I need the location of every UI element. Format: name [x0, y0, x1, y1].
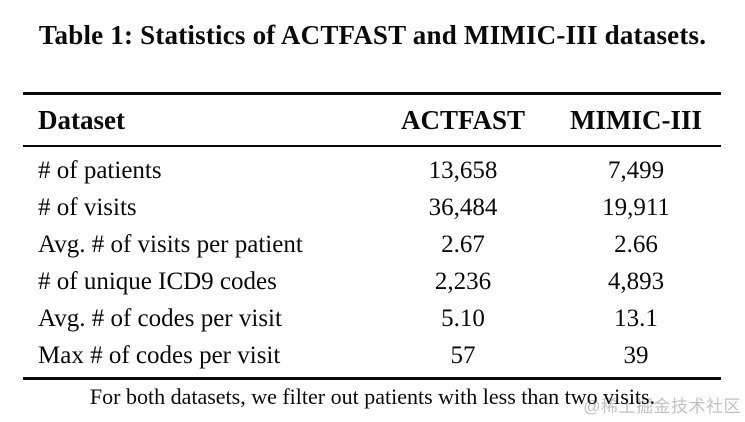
cell-mimic: 2.66	[614, 230, 658, 258]
cell-actfast: 2.67	[441, 230, 485, 258]
cell-actfast: 5.10	[441, 304, 485, 332]
table-row: # of visits 36,484 19,911	[23, 189, 721, 226]
header-dataset: Dataset	[38, 104, 125, 135]
table-header-row: Dataset ACTFAST MIMIC-III	[23, 95, 721, 145]
table-row: # of patients 13,658 7,499	[23, 152, 721, 189]
header-mimic-iii: MIMIC-III	[570, 104, 702, 135]
watermark: @稀土掘金技术社区	[583, 397, 741, 416]
cell-actfast: 36,484	[428, 193, 498, 221]
cell-mimic: 4,893	[607, 267, 665, 295]
row-label: # of visits	[38, 193, 137, 221]
row-label: # of unique ICD9 codes	[38, 267, 277, 295]
cell-actfast: 13,658	[428, 156, 498, 184]
cell-mimic: 39	[623, 341, 649, 369]
row-label: # of patients	[38, 156, 162, 184]
table-row: Max # of codes per visit 57 39	[23, 337, 721, 374]
table-row: Avg. # of codes per visit 5.10 13.1	[23, 300, 721, 337]
row-label: Max # of codes per visit	[38, 341, 281, 369]
cell-actfast: 2,236	[434, 267, 492, 295]
cell-actfast: 57	[450, 341, 476, 369]
row-label: Avg. # of codes per visit	[38, 304, 282, 332]
table-row: Avg. # of visits per patient 2.67 2.66	[23, 226, 721, 263]
header-rule	[23, 145, 721, 147]
table-body: # of patients 13,658 7,499 # of visits 3…	[23, 147, 721, 377]
table-caption: Table 1: Statistics of ACTFAST and MIMIC…	[38, 20, 707, 50]
table-footnote: For both datasets, we filter out patient…	[89, 384, 656, 409]
header-actfast: ACTFAST	[400, 104, 526, 135]
cell-mimic: 19,911	[602, 193, 670, 221]
bottom-rule	[23, 377, 721, 380]
row-label: Avg. # of visits per patient	[38, 230, 303, 258]
cell-mimic: 13.1	[614, 304, 658, 332]
cell-mimic: 7,499	[607, 156, 665, 184]
table-row: # of unique ICD9 codes 2,236 4,893	[23, 263, 721, 300]
top-rule	[23, 92, 721, 95]
statistics-table: Dataset ACTFAST MIMIC-III # of patients …	[23, 92, 721, 380]
